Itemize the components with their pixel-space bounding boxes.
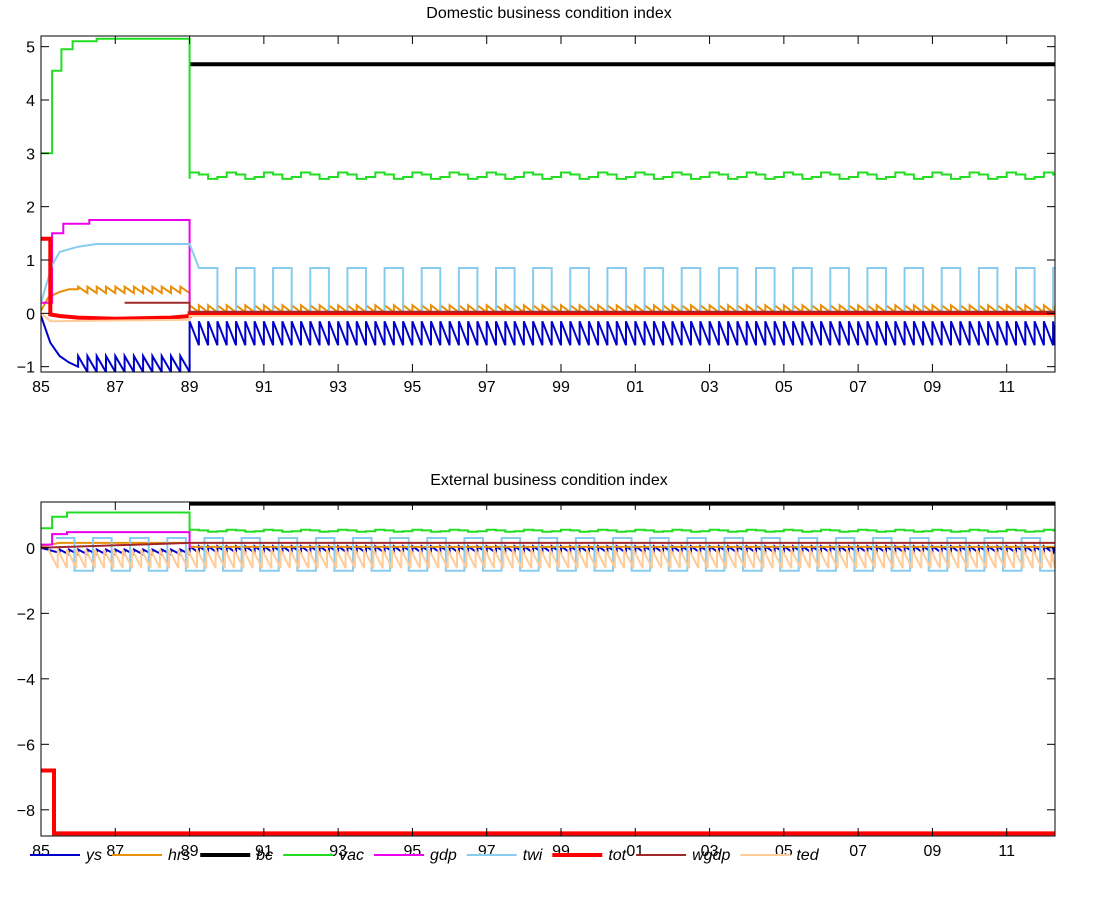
domestic-x-tick-label: 95 [404, 379, 422, 396]
external-x-tick-label: 09 [924, 843, 942, 860]
domestic-chart-panel: Domestic business condition index 85 87 89… [17, 5, 1056, 396]
domestic-series-twi [41, 243, 1055, 314]
domestic-y-tick-label: 4 [26, 93, 35, 110]
legend-label-wgdp: wgdp [692, 847, 730, 864]
external-x-tick-label: 89 [181, 843, 199, 860]
domestic-x-tick-label: 93 [329, 379, 347, 396]
external-x-tick-label: 01 [626, 843, 644, 860]
legend-item-twi: twi [466, 847, 543, 864]
external-series-vac [41, 511, 1055, 533]
legend-item-gdp: gdp [374, 847, 457, 864]
legend-item-ys: ys [30, 847, 102, 864]
domestic-x-tick-label: 91 [255, 379, 273, 396]
legend-item-wgdp: wgdp [636, 847, 730, 864]
external-x-tick-label: 93 [329, 843, 347, 860]
domestic-series-ted [41, 312, 1055, 323]
external-series-ted [47, 549, 1055, 569]
external-x-tick-label: 05 [775, 843, 793, 860]
legend-label-tot: tot [608, 847, 626, 864]
external-x-tick-label: 95 [404, 843, 422, 860]
legend-label-bc: bc [256, 847, 273, 864]
domestic-series-gdp [41, 219, 191, 314]
domestic-x-tick-label: 87 [106, 379, 124, 396]
external-x-tick-label: 87 [106, 843, 124, 860]
domestic-series-tot [41, 236, 1055, 321]
legend-label-vac: vac [339, 847, 364, 864]
domestic-x-tick-label: 85 [32, 379, 50, 396]
domestic-x-tick-label: 01 [626, 379, 644, 396]
legend-label-ys: ys [85, 847, 102, 864]
domestic-series-hrs [41, 284, 1055, 315]
domestic-y-tick-label: 5 [26, 40, 35, 57]
legend-label-hrs: hrs [168, 847, 190, 864]
domestic-y-tick-label: −1 [17, 360, 35, 377]
external-x-tick-label: 85 [32, 843, 50, 860]
legend-item-bc: bc [200, 847, 273, 864]
external-y-tick-label: 0 [26, 541, 35, 558]
external-series-gdp [41, 531, 191, 548]
external-chart-title: External business condition index [430, 472, 667, 489]
external-x-tick-label: 07 [849, 843, 867, 860]
domestic-series-ys [41, 315, 1055, 372]
legend-label-gdp: gdp [430, 847, 457, 864]
domestic-y-tick-label: 2 [26, 200, 35, 217]
external-y-tick-label: −2 [17, 606, 35, 623]
external-x-tick-label: 91 [255, 843, 273, 860]
external-series-wgdp [41, 541, 1055, 549]
external-x-tick-label: 11 [998, 843, 1015, 860]
domestic-y-tick-label: 0 [26, 306, 35, 323]
legend-item-ted: ted [740, 847, 820, 864]
domestic-x-tick-label: 07 [849, 379, 867, 396]
domestic-x-tick-label: 05 [775, 379, 793, 396]
domestic-y-tick-label: 3 [26, 146, 35, 163]
domestic-series-wgdp [124, 301, 1055, 313]
domestic-series-vac [41, 37, 1055, 180]
external-y-tick-label: −8 [17, 803, 35, 820]
domestic-x-tick-label: 89 [181, 379, 199, 396]
domestic-x-tick-label: 97 [478, 379, 496, 396]
domestic-y-tick-label: 1 [26, 253, 35, 270]
domestic-x-tick-label: 99 [552, 379, 570, 396]
external-plot-frame [40, 501, 1056, 837]
external-series-tot [41, 768, 1055, 836]
external-x-tick-label: 03 [701, 843, 719, 860]
legend-item-tot: tot [552, 847, 627, 864]
legend-item-hrs: hrs [112, 847, 190, 864]
external-x-tick-label: 99 [552, 843, 570, 860]
domestic-x-tick-label: 03 [701, 379, 719, 396]
external-chart-panel: External business condition index 85 87 89… [17, 472, 1056, 860]
external-y-tick-label: −4 [17, 672, 35, 689]
domestic-plot-frame [40, 35, 1056, 373]
legend-item-vac: vac [283, 847, 364, 864]
domestic-chart-title: Domestic business condition index [426, 5, 671, 22]
external-x-tick-label: 97 [478, 843, 496, 860]
domestic-x-tick-label: 11 [998, 379, 1015, 396]
legend-label-ted: ted [796, 847, 819, 864]
legend-label-twi: twi [523, 847, 543, 864]
chart-legend: ys hrs bc vac gdp twi tot wgdp ted [30, 847, 820, 864]
domestic-x-tick-label: 09 [924, 379, 942, 396]
external-y-tick-label: −6 [17, 737, 35, 754]
